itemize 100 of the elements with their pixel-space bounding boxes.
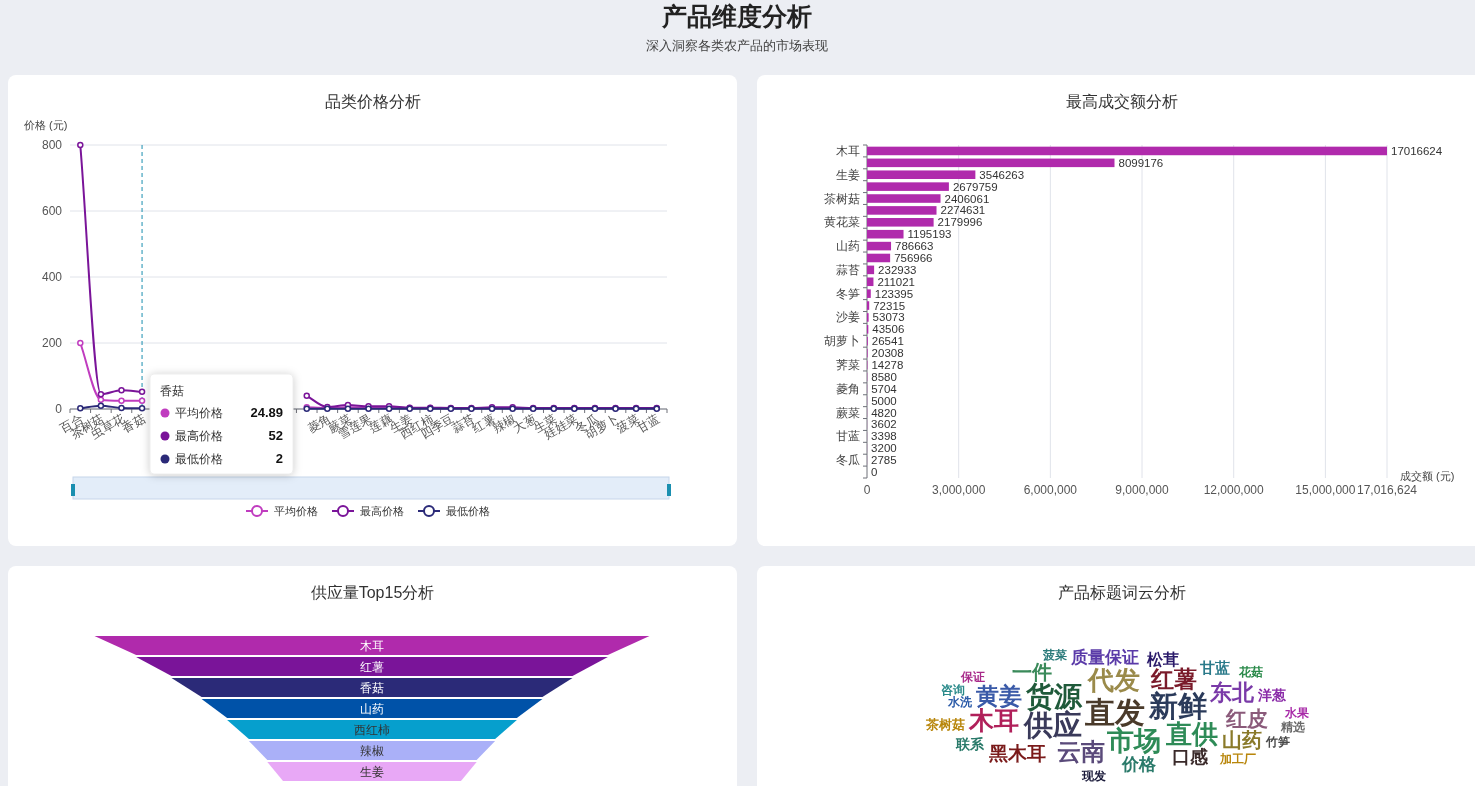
y-tick-label: 木耳 bbox=[836, 144, 860, 157]
data-label: 43506 bbox=[872, 323, 905, 336]
category-label: 山药 bbox=[360, 702, 384, 716]
text: 水洗 bbox=[946, 695, 973, 710]
y-tick-label: 菱角 bbox=[836, 382, 860, 395]
data-label: 2785 bbox=[871, 454, 897, 467]
category-label: 辣椒 bbox=[360, 744, 384, 758]
text: 2 bbox=[275, 451, 283, 466]
text: 平均价格 bbox=[274, 505, 318, 517]
text: 山药 bbox=[1221, 728, 1262, 751]
data-label: 3200 bbox=[871, 442, 897, 455]
data-label: 2179996 bbox=[937, 216, 983, 229]
text: 云南 bbox=[1056, 738, 1105, 766]
text: 洋葱 bbox=[1257, 686, 1288, 703]
data-label: 2679759 bbox=[952, 180, 998, 193]
data-label: 786663 bbox=[895, 240, 934, 253]
category-label: 红薯 bbox=[360, 660, 384, 674]
y-tick-label: 山药 bbox=[836, 240, 860, 253]
y-tick-label: 200 bbox=[41, 336, 63, 350]
text: 加工厂 bbox=[1218, 752, 1256, 767]
text: 精选 bbox=[1279, 720, 1305, 735]
y-tick-label: 蒜苔 bbox=[836, 263, 860, 276]
legend-label: 最低价格 bbox=[175, 452, 223, 466]
text: 直供 bbox=[1165, 720, 1219, 749]
text: 最高价格 bbox=[360, 505, 404, 517]
y-tick-label: 生姜 bbox=[836, 167, 860, 181]
y-tick-label: 800 bbox=[41, 138, 63, 152]
text: 木耳 bbox=[967, 707, 1019, 735]
data-label: 756966 bbox=[894, 251, 933, 264]
data-label: 53073 bbox=[872, 311, 905, 324]
annotation: 24.89 bbox=[250, 405, 283, 420]
text: 甘蓝 bbox=[1199, 659, 1231, 677]
text: 红皮 bbox=[1224, 706, 1268, 730]
text: 质量保证 bbox=[1070, 647, 1140, 666]
x-tick-label: 0 bbox=[863, 483, 871, 497]
text: 新鲜 bbox=[1147, 690, 1207, 723]
legend-label: 平均价格 bbox=[175, 406, 223, 420]
y-tick-label: 冬笋 bbox=[836, 287, 860, 300]
x-axis-title: 成交额 (元) bbox=[1400, 470, 1455, 482]
y-tick-label: 茶树菇 bbox=[824, 192, 860, 205]
annotation: 香菇 bbox=[160, 384, 184, 398]
text: 菠菜 bbox=[1042, 648, 1068, 663]
x-tick-label: 6,000,000 bbox=[1023, 483, 1078, 497]
y-tick-label: 黄花菜 bbox=[824, 216, 860, 229]
data-label: 2406061 bbox=[944, 192, 990, 205]
y-tick-label: 0 bbox=[55, 402, 63, 416]
text: 最低价格 bbox=[446, 505, 490, 517]
text: 黑木耳 bbox=[987, 742, 1046, 764]
data-label: 123395 bbox=[874, 287, 914, 300]
legend-label: 最高价格 bbox=[175, 429, 223, 443]
text: 供应量Top15分析 bbox=[310, 584, 435, 601]
text: 松茸 bbox=[1145, 650, 1179, 668]
data-label: 4820 bbox=[871, 406, 897, 419]
data-label: 1195193 bbox=[907, 228, 952, 241]
category-label: 木耳 bbox=[360, 639, 384, 653]
text: 口感 bbox=[1172, 747, 1210, 768]
data-label: 211021 bbox=[877, 275, 915, 288]
text: 产品标题词云分析 bbox=[1058, 584, 1186, 601]
x-tick-label: 9,000,000 bbox=[1115, 483, 1170, 497]
x-tick-label: 17,016,624 bbox=[1356, 483, 1418, 497]
y-tick-label: 冬瓜 bbox=[836, 454, 860, 467]
x-tick-label: 3,000,000 bbox=[931, 483, 986, 497]
data-label: 14278 bbox=[871, 359, 904, 372]
data-label: 72315 bbox=[873, 299, 906, 312]
category-label: 生姜 bbox=[360, 765, 384, 779]
chart-title: 品类价格分析 bbox=[324, 93, 421, 110]
data-label: 3398 bbox=[871, 430, 897, 443]
data-label: 5704 bbox=[871, 382, 898, 395]
text: 茶树菇 bbox=[924, 717, 965, 733]
text: 黄姜 bbox=[975, 682, 1023, 709]
y-tick-label: 600 bbox=[41, 204, 63, 218]
x-tick-label: 12,000,000 bbox=[1203, 483, 1265, 497]
text: 花菇 bbox=[1238, 664, 1264, 679]
data-label: 0 bbox=[871, 466, 878, 479]
text: 现发 bbox=[1080, 768, 1106, 783]
text: 深入洞察各类农产品的市场表现 bbox=[646, 38, 828, 53]
data-label: 8580 bbox=[871, 370, 897, 383]
data-label: 2274631 bbox=[940, 204, 986, 217]
data-label: 20308 bbox=[871, 347, 904, 360]
data-label: 3602 bbox=[871, 418, 897, 431]
data-label: 26541 bbox=[871, 335, 904, 348]
y-tick-label: 荠菜 bbox=[836, 359, 860, 372]
data-label: 5000 bbox=[871, 394, 897, 407]
y-tick-label: 400 bbox=[41, 270, 63, 284]
data-label: 17016624 bbox=[1391, 144, 1443, 157]
data-label: 8099176 bbox=[1118, 156, 1164, 169]
category-label: 香菇 bbox=[360, 681, 384, 695]
text: 东北 bbox=[1209, 679, 1256, 705]
x-tick-label: 15,000,000 bbox=[1295, 483, 1356, 497]
y-tick-label: 沙姜 bbox=[836, 310, 860, 324]
text: 52 bbox=[268, 428, 283, 443]
text: 水果 bbox=[1284, 705, 1311, 720]
chart-title: 最高成交额分析 bbox=[1066, 93, 1178, 110]
text: 产品维度分析 bbox=[661, 2, 812, 30]
y-tick-label: 胡萝卜 bbox=[824, 335, 860, 348]
text: 联系 bbox=[954, 736, 985, 752]
data-label: 3546263 bbox=[979, 168, 1025, 181]
category-label: 西红柿 bbox=[354, 723, 390, 737]
data-label: 232933 bbox=[878, 263, 917, 276]
y-axis-title: 价格 (元) bbox=[23, 119, 68, 131]
